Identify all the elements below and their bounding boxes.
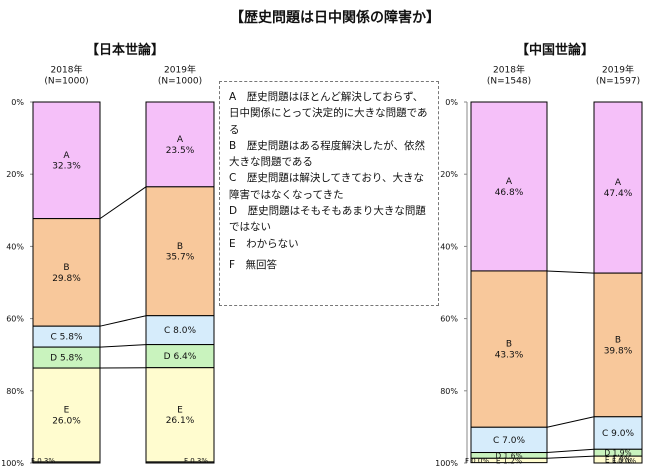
japan-connector-line — [99, 315, 147, 327]
legend-item-d: D 歴史問題はそもそもあまり大きな問題ではない — [229, 205, 426, 234]
china-bar-e-2 — [593, 455, 643, 464]
japan-bar-b-2 — [145, 186, 215, 317]
china-y-tick-label: 0% — [445, 98, 458, 107]
japan-bar-c-2 — [145, 315, 215, 346]
china-connector-line — [546, 416, 595, 428]
china-label-f-2: F 0.0% — [612, 457, 636, 465]
japan-category-label: 2018年(N=1000) — [44, 64, 88, 87]
china-bar-b-2 — [593, 272, 643, 418]
japan-label-f-1: F 0.3% — [31, 457, 55, 465]
china-bar-c-1 — [470, 426, 548, 454]
japan-label-a-1: A 32.3% — [52, 151, 81, 172]
china-bar-b-1 — [470, 270, 548, 428]
china-bar-e-1 — [470, 457, 548, 464]
china-label-c-1: C 7.0% — [493, 436, 525, 446]
china-bar-a-2 — [593, 101, 643, 274]
china-label-e-1: E 1.2% — [496, 456, 522, 465]
japan-bar-e-2 — [145, 367, 215, 463]
japan-label-f-2: F 0.3% — [184, 457, 208, 465]
china-label-a-2: A 47.4% — [604, 178, 633, 199]
china-label-d-2: D 1.9% — [604, 449, 631, 458]
china-label-d-1: D 1.6% — [495, 451, 522, 460]
japan-label-d-1: D 5.8% — [50, 354, 83, 364]
china-bar-a-1 — [470, 101, 548, 272]
japan-label-b-2: B 35.7% — [166, 242, 195, 263]
japan-label-e-1: E 26.0% — [52, 406, 81, 427]
japan-label-c-2: C 8.0% — [164, 326, 196, 336]
china-panel-title: 【中国世論】 — [516, 42, 594, 58]
legend-box: A 歴史問題はほとんど解決しておらず、日中関係にとって決定的に大きな問題である … — [219, 81, 439, 306]
china-label-b-1: B 43.3% — [495, 340, 524, 361]
china-category-label: 2019年(N=1597) — [596, 64, 640, 87]
china-y-tick-label: 40% — [440, 242, 458, 251]
legend-item-c: C 歴史問題は解決してきており、大きな障害ではなくなってきた — [229, 172, 424, 201]
china-label-b-2: B 39.8% — [604, 336, 633, 357]
japan-y-tick-label: 20% — [6, 170, 24, 179]
japan-y-tick-label: 60% — [6, 315, 24, 324]
japan-y-tick-label: 40% — [6, 242, 24, 251]
japan-bar-f-2 — [145, 461, 215, 464]
japan-y-tick-label: 0% — [11, 98, 24, 107]
china-y-tick-label: 100% — [435, 459, 458, 468]
japan-category-label: 2019年(N=1000) — [158, 64, 202, 87]
japan-connector-line — [99, 344, 147, 348]
japan-y-tick-label: 80% — [6, 387, 24, 396]
chart-main-title: 【歴史問題は日中関係の障害か】 — [230, 9, 440, 26]
china-connector-line — [546, 448, 595, 454]
china-label-a-1: A 46.8% — [495, 177, 524, 198]
japan-panel: 0% 20% 40% 60% 80% 100% 2018年(N=1000) A 32.3% B 29… — [1, 64, 215, 468]
china-label-e-2: E 1.9% — [605, 456, 631, 465]
japan-panel-title: 【日本世論】 — [86, 42, 164, 58]
japan-y-tick-label: 100% — [1, 459, 24, 468]
legend-item-b: B 歴史問題はある程度解決したが、依然大きな問題である — [229, 139, 425, 169]
china-label-f-1: F 0.0% — [465, 457, 489, 465]
japan-label-e-2: E 26.1% — [166, 405, 195, 426]
japan-label-a-2: A 23.5% — [166, 135, 195, 156]
japan-connector-line — [99, 186, 147, 220]
japan-bar-e-1 — [32, 367, 101, 463]
china-y-tick-label: 20% — [440, 170, 458, 179]
japan-label-d-2: D 6.4% — [164, 352, 197, 362]
china-y-tick-label: 80% — [440, 387, 458, 396]
legend-item-e: E わからない — [229, 237, 299, 250]
japan-label-c-1: C 5.8% — [50, 333, 82, 343]
legend-item-a: A 歴史問題はほとんど解決しておらず、日中関係にとって決定的に大きな問題である — [229, 91, 428, 136]
china-panel: 0% 20% 40% 60% 80% 100% 2018年(N=1548) A 46.8% B 43… — [435, 64, 643, 468]
japan-label-b-1: B 29.8% — [52, 263, 81, 284]
china-label-c-2: C 9.0% — [602, 429, 634, 439]
japan-bar-f-1 — [32, 461, 101, 464]
china-bar-c-2 — [593, 416, 643, 450]
legend-item-f: F 無回答 — [229, 258, 278, 271]
china-category-label: 2018年(N=1548) — [487, 64, 531, 87]
china-y-tick-label: 60% — [440, 315, 458, 324]
china-connector-line — [546, 270, 595, 274]
china-connector-line — [546, 455, 595, 459]
